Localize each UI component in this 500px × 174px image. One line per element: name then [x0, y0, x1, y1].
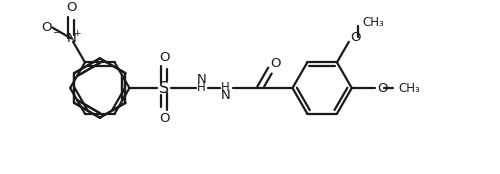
Text: CH₃: CH₃: [362, 16, 384, 29]
Text: +: +: [74, 29, 81, 38]
Text: N: N: [196, 73, 206, 86]
Text: O: O: [66, 1, 76, 14]
Text: O: O: [159, 51, 170, 64]
Text: O: O: [377, 82, 388, 94]
Text: S: S: [159, 81, 169, 96]
Text: O: O: [41, 21, 51, 34]
Text: H: H: [221, 81, 230, 94]
Text: CH₃: CH₃: [398, 82, 420, 94]
Text: N: N: [66, 32, 76, 45]
Text: N: N: [220, 89, 230, 102]
Text: H: H: [197, 81, 206, 94]
Text: −: −: [52, 27, 59, 36]
Text: O: O: [270, 57, 281, 70]
Text: O: O: [159, 112, 170, 125]
Text: O: O: [350, 31, 361, 44]
